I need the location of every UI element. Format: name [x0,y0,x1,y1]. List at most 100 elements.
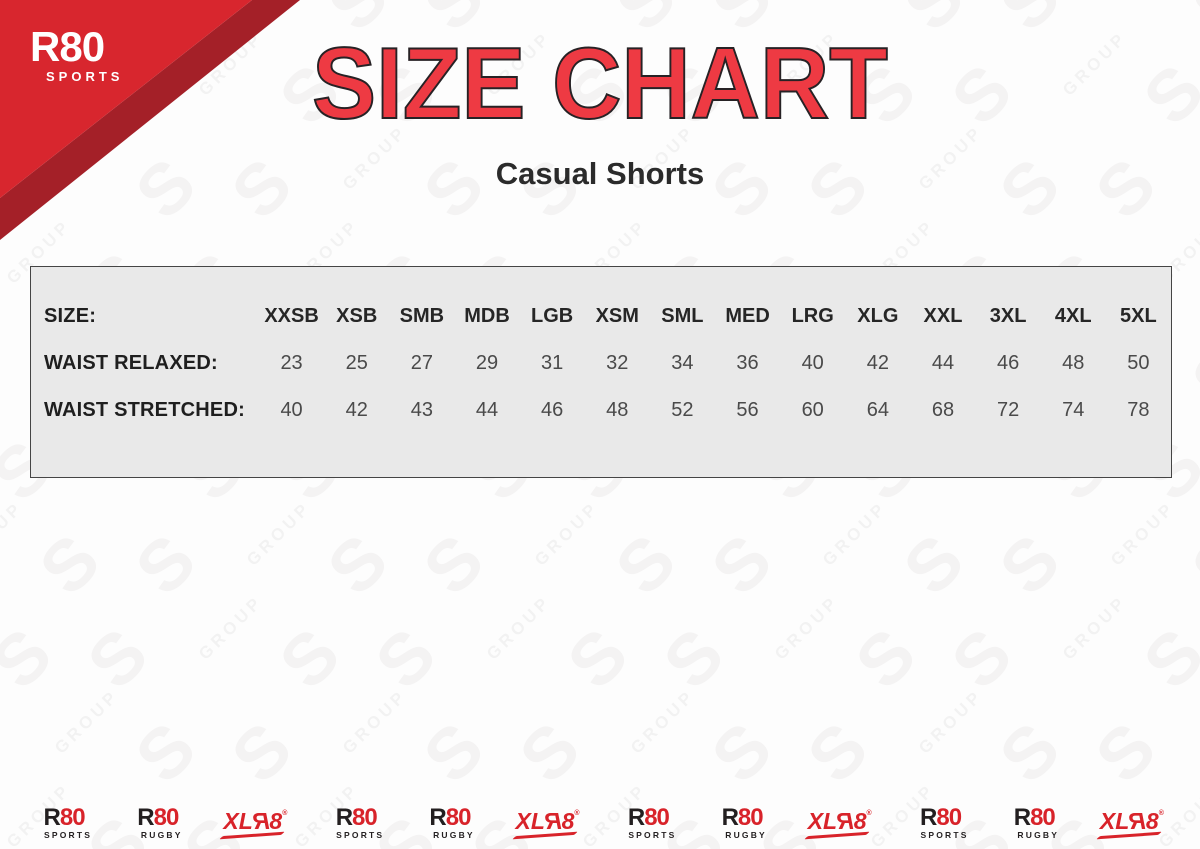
watermark-letter: S [888,519,980,611]
watermark-letter: S [0,707,20,799]
watermark-letter: S [984,519,1076,611]
waist-stretched-row: WAIST STRETCHED: 40 42 43 44 46 48 52 56 60 64 68 72… [31,387,1171,434]
size-header-cell: LGB [531,305,574,327]
r80-logo-text: R80 [30,23,105,70]
watermark-letter: S [1128,613,1200,705]
footer-logo-r80-rugby: R80 RUGBY [425,806,475,840]
waist-relaxed-cell: 32 [606,352,629,374]
size-header-cell: MED [725,305,770,327]
watermark-letter: S [72,613,164,705]
size-row: SIZE: XXSB XSB SMB MDB LGB XSM SML MED LRG XLG XXL 3… [31,293,1171,340]
watermark-word: GROUP [242,497,315,570]
size-header-cell: SML [661,305,704,327]
watermark-letter: S [0,331,20,423]
waist-relaxed-cell: 50 [1127,352,1150,374]
r80-logo-text: R80 [627,804,670,832]
waist-relaxed-cell: 23 [280,352,303,374]
xlr8-logo-text: XLR8® [807,807,872,834]
footer-logo-r80-sports: R80 SPORTS [328,806,384,840]
watermark-letter: S [264,613,356,705]
watermark-letter: S [1176,331,1200,423]
watermark-word: GROUP [530,497,603,570]
waist-stretched-cell: 56 [736,399,759,421]
waist-stretched-cell: 60 [801,399,824,421]
watermark-letter: S [936,613,1028,705]
waist-relaxed-cell: 46 [996,352,1020,374]
waist-stretched-cell: 44 [475,399,499,421]
footer-logo-strip: R80 SPORTS R80 RUGBY XLR8® R80 SPORTS R80 RUGBY X… [0,797,1200,849]
xlr8-logo-text: XLR8® [515,807,580,834]
size-header-cell: XSB [336,305,378,327]
waist-stretched-cell: 48 [606,399,629,421]
watermark-letter: S [840,613,932,705]
r80-logo-subtext: SPORTS [336,830,385,841]
size-header-cell: MDB [464,305,510,327]
xlr8-logo-text: XLR8® [223,807,288,834]
footer-logo-xlr8: XLR8® [1096,807,1164,839]
watermark-letter: S [120,519,212,611]
watermark-letter: S [408,707,500,799]
watermark-letter: S [120,707,212,799]
footer-logo-xlr8: XLR8® [511,807,580,839]
watermark-word: GROUP [482,591,555,664]
r80-logo-subtext: SPORTS [44,830,93,841]
waist-stretched-cell: 42 [345,399,368,421]
waist-relaxed-cell: 25 [345,352,368,374]
r80-logo-text: R80 [335,804,378,832]
watermark-letter: S [408,519,500,611]
product-subtitle: Casual Shorts [495,156,705,191]
watermark-letter: S [696,519,788,611]
watermark-letter: S [792,707,884,799]
r80-logo-text: R80 [721,804,764,832]
waist-relaxed-cell: 27 [410,352,433,374]
watermark-word: GROUP [194,591,267,664]
r80-logo-text: R80 [920,804,962,832]
footer-logo-r80-sports: R80 SPORTS [36,806,92,840]
watermark-letter: S [1176,519,1200,611]
watermark-word: GROUP [1106,497,1179,570]
waist-stretched-cell: 64 [866,399,889,421]
waist-relaxed-cell: 31 [541,352,564,374]
size-header-cell: XXSB [264,305,319,327]
waist-relaxed-row: WAIST RELAXED: 23 25 27 29 31 32 34 36 40 42 44 46 48… [31,340,1171,387]
watermark-letter: S [312,519,404,611]
size-table: SIZE: XXSB XSB SMB MDB LGB XSM SML MED LRG XLG XXL 3… [30,266,1172,478]
waist-stretched-cell: 52 [671,399,694,421]
row-label: WAIST RELAXED: [44,352,218,374]
r80-sports-corner-logo: R80 SPORTS [30,23,123,84]
waist-relaxed-cell: 29 [475,352,499,374]
watermark-letter: S [600,519,692,611]
r80-logo-subtext: RUGBY [140,830,183,841]
r80-logo-subtext: SPORTS [628,830,677,841]
size-header-cell: 5XL [1120,305,1157,327]
r80-logo-subtext: SPORTS [920,830,969,841]
waist-stretched-cell: 43 [410,399,433,421]
size-header-cell: 3XL [989,305,1027,327]
footer-logo-xlr8: XLR8® [803,807,872,839]
waist-stretched-cell: 46 [541,399,564,421]
page-title: SIZE CHART [311,28,889,140]
watermark-word: GROUP [0,497,27,570]
r80-logo-text: R80 [429,804,471,832]
r80-logo-text: R80 [137,804,179,832]
row-label: WAIST STRETCHED: [44,399,245,421]
waist-relaxed-cell: 44 [931,352,955,374]
waist-relaxed-cell: 36 [736,352,759,374]
watermark-letter: S [24,519,116,611]
watermark-word: GROUP [338,685,411,758]
watermark-letter: S [504,707,596,799]
size-header-cell: XLG [857,305,899,327]
footer-logo-r80-sports: R80 SPORTS [912,806,968,840]
xlr8-logo-text: XLR8® [1099,807,1164,834]
size-header-cell: XXL [923,305,963,327]
r80-logo-subtext: RUGBY [433,830,475,841]
waist-stretched-cell: 40 [280,399,303,421]
watermark-word: GROUP [770,591,843,664]
footer-logo-r80-rugby: R80 RUGBY [1009,806,1059,840]
r80-logo-text: R80 [43,804,86,832]
footer-logo-xlr8: XLR8® [219,807,288,839]
waist-relaxed-cell: 34 [671,352,694,374]
watermark-word: GROUP [50,685,123,758]
waist-relaxed-cell: 40 [801,352,824,374]
header: SIZE CHART Casual Shorts [0,0,1200,192]
